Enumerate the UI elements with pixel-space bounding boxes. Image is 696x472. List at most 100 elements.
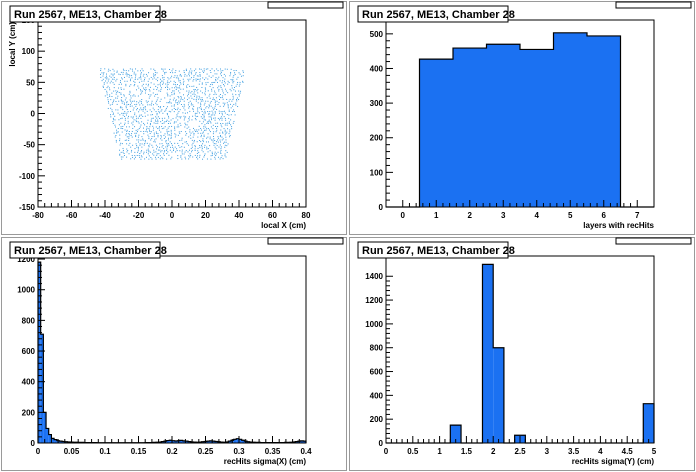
scatter-point [177,155,179,157]
scatter-point [114,115,116,117]
scatter-point [143,130,145,132]
stats-box [615,237,692,245]
scatter-point [138,128,140,130]
scatter-point [141,90,143,92]
scatter-point [203,156,205,158]
scatter-point [171,125,173,127]
x-tick-label: 4.5 [622,447,634,456]
x-tick-label: 4 [535,211,540,220]
scatter-point [153,136,155,138]
scatter-point [109,75,111,77]
scatter-point [210,122,212,124]
scatter-point [220,73,222,75]
scatter-point [208,107,210,109]
scatter-point [111,92,113,94]
scatter-point [157,80,159,82]
scatter-point [154,71,156,73]
scatter-point [145,90,147,92]
scatter-point [138,87,140,89]
scatter-point [100,68,102,70]
scatter-point [199,156,201,158]
scatter-point [148,89,150,91]
x-tick-label: 0.3 [233,447,245,456]
scatter-point [228,114,230,116]
scatter-point [222,80,224,82]
y-tick-label: 200 [370,134,384,143]
scatter-point [133,107,135,109]
x-tick-label: 6 [602,211,607,220]
scatter-point [146,110,148,112]
scatter-point [195,116,197,118]
scatter-point [239,83,241,85]
scatter-point [126,75,128,77]
scatter-point [135,105,137,107]
scatter-point [190,147,192,149]
scatter-point [235,104,237,106]
scatter-point [171,92,173,94]
panel-sigma-x: 0 200 400 600 800 1000 1200 0 0.05 0.1 0.15 0.2 0.25… [0,236,348,472]
scatter-point [200,127,202,129]
x-tick-label: 3.5 [568,447,580,456]
scatter-point [227,83,229,85]
scatter-point [224,102,226,104]
scatter-point [198,151,200,153]
scatter-point [216,145,218,147]
scatter-point [147,134,149,136]
scatter-point [144,107,146,109]
scatter-point [223,84,225,86]
panel-local-xy: -150-100-50050100150-80-60-40-2002040608… [0,0,348,236]
scatter-point [211,68,213,70]
scatter-point [200,141,202,143]
scatter-point [186,143,188,145]
scatter-point [156,148,158,150]
scatter-point [216,73,218,75]
scatter-point [122,156,124,158]
scatter-point [194,114,196,116]
scatter-point [197,136,199,138]
scatter-point [134,151,136,153]
scatter-point [213,138,215,140]
scatter-point [188,106,190,108]
scatter-point [107,85,109,87]
scatter-point [222,92,224,94]
scatter-point [129,99,131,101]
scatter-point [231,87,233,89]
scatter-point [138,77,140,79]
scatter-point [198,107,200,109]
scatter-point [150,82,152,84]
scatter-point [200,134,202,136]
histogram-bar [236,438,239,443]
scatter-point [147,153,149,155]
scatter-point [191,97,193,99]
scatter-point [101,72,103,74]
scatter-point [209,70,211,72]
scatter-point [206,146,208,148]
scatter-point [156,132,158,134]
x-axis-label: recHits sigma(Y) (cm) [572,457,655,466]
scatter-point [120,99,122,101]
scatter-point [212,133,214,135]
scatter-point [139,70,141,72]
scatter-point [118,91,120,93]
scatter-point [210,83,212,85]
scatter-point [178,97,180,99]
scatter-point [107,97,109,99]
scatter-point [112,117,114,119]
scatter-point [120,94,122,96]
scatter-point [208,119,210,121]
scatter-point [219,134,221,136]
scatter-point [123,76,125,78]
scatter-point [214,111,216,113]
x-tick-label: 0.35 [265,447,281,456]
scatter-point [219,119,221,121]
scatter-point [165,71,167,73]
scatter-point [237,106,239,108]
y-tick-label: 1200 [17,255,35,264]
scatter-point [120,87,122,89]
scatter-point [205,88,207,90]
scatter-point [168,130,170,132]
scatter-point [207,122,209,124]
scatter-point [190,155,192,157]
histogram-outline [386,32,654,208]
histogram-bar [486,44,520,208]
